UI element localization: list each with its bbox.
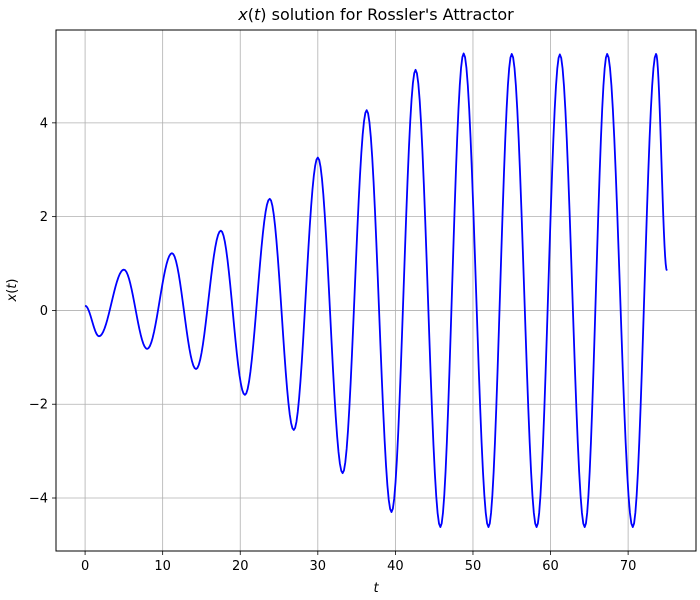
y-tick-label: −4 [29, 492, 48, 507]
x-tick-label: 20 [232, 559, 249, 574]
y-axis-label: x(t) [5, 279, 20, 303]
y-tick-label: 4 [40, 116, 48, 131]
chart-title-paren-close: ) [260, 5, 266, 24]
x-tick-label: 30 [310, 559, 327, 574]
y-axis-label-paren-close: ) [5, 279, 20, 284]
x-axis-label: t [373, 581, 379, 596]
y-axis-label-var: t [5, 283, 20, 289]
x-tick-label: 40 [387, 559, 404, 574]
chart-title: x(t) solution for Rossler's Attractor [237, 5, 514, 24]
y-tick-label: −2 [29, 398, 48, 413]
chart-title-var: t [254, 5, 261, 24]
x-tick-label: 50 [465, 559, 482, 574]
x-tick-label: 0 [81, 559, 89, 574]
y-tick-label: 0 [40, 304, 48, 319]
series-line [84, 52, 668, 528]
y-axis-label-func: x [5, 293, 20, 302]
x-tick-label: 70 [620, 559, 637, 574]
x-tick-label: 60 [542, 559, 559, 574]
chart-title-func: x [237, 5, 248, 24]
grid [56, 30, 696, 551]
y-axis-label-paren-open: ( [5, 289, 20, 294]
x-tick-label: 10 [154, 559, 171, 574]
chart-title-paren-open: ( [248, 5, 254, 24]
plot-frame [55, 29, 697, 552]
chart-title-rest: solution for Rossler's Attractor [267, 5, 515, 24]
series-group [84, 52, 668, 528]
tick-labels: 0 10 20 30 40 50 60 70 −4 −2 0 2 4 [29, 116, 637, 574]
ticks [52, 122, 629, 555]
y-tick-label: 2 [40, 210, 48, 225]
